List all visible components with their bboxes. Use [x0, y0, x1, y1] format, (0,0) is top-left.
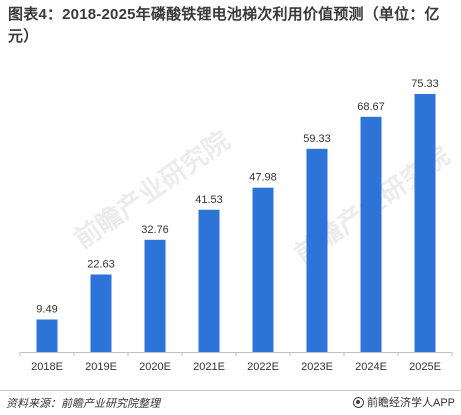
brand-label: 前瞻经济学人APP	[352, 394, 455, 410]
brand-name: 前瞻经济学人APP	[366, 397, 455, 409]
bar-chart: 9.49 2018E 22.63 2019E 32.76 2020E 41.53 2021E 4…	[19, 78, 453, 373]
data-label: 41.53	[195, 194, 223, 206]
bar-2022E	[252, 187, 274, 352]
brand-logo-icon	[352, 396, 364, 408]
bar-2020E	[144, 239, 166, 352]
bar-2024E	[360, 116, 382, 352]
x-tick-label: 2018E	[31, 361, 63, 373]
x-tick-label: 2025E	[409, 361, 441, 373]
x-tick-label: 2022E	[247, 361, 279, 373]
x-tick-label: 2021E	[193, 361, 225, 373]
bar-2023E	[306, 148, 328, 352]
data-label: 9.49	[36, 303, 57, 315]
data-label: 32.76	[141, 224, 169, 236]
bar-2018E	[36, 319, 58, 352]
source-note: 资料来源：前瞻产业研究院整理	[6, 398, 160, 410]
data-label: 22.63	[87, 258, 115, 270]
footer-divider	[0, 390, 461, 391]
bar-2025E	[414, 93, 436, 352]
bar-2019E	[90, 274, 112, 352]
data-label: 68.67	[357, 101, 385, 113]
x-tick-label: 2020E	[139, 361, 171, 373]
data-label: 59.33	[303, 133, 331, 145]
bar-2021E	[198, 209, 220, 352]
data-label: 75.33	[411, 78, 439, 90]
chart-title: 图表4：2018-2025年磷酸铁锂电池梯次利用价值预测（单位：亿元）	[8, 6, 440, 45]
x-tick-label: 2023E	[301, 361, 333, 373]
data-label: 47.98	[249, 172, 277, 184]
x-tick-label: 2019E	[85, 361, 117, 373]
x-tick-label: 2024E	[355, 361, 387, 373]
